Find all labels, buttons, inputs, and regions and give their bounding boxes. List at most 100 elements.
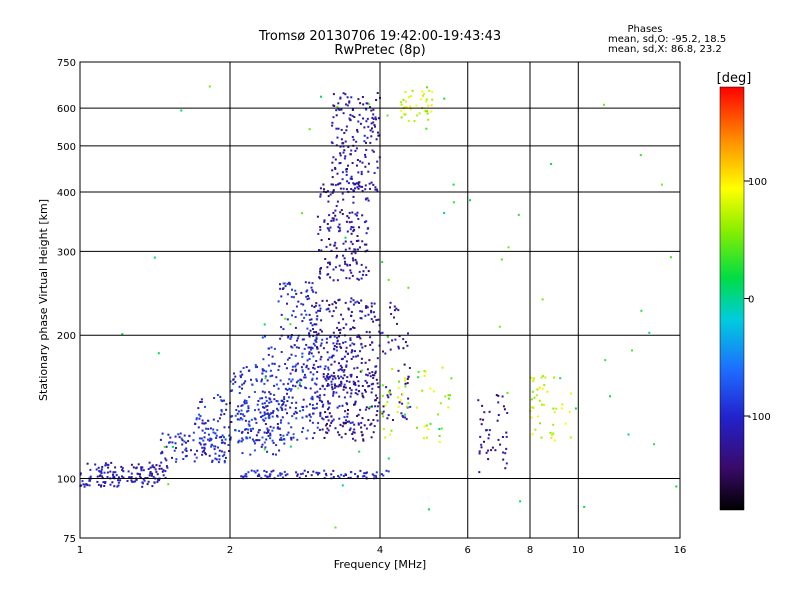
data-point <box>358 450 361 453</box>
data-point <box>282 476 284 479</box>
data-point <box>340 268 343 271</box>
data-point <box>343 369 346 372</box>
data-point <box>265 405 268 408</box>
data-point <box>261 397 264 400</box>
data-point <box>269 437 272 440</box>
data-point <box>639 154 642 157</box>
data-point <box>334 184 337 187</box>
data-point <box>310 318 313 321</box>
data-point <box>282 401 285 403</box>
data-point <box>452 183 455 186</box>
data-point <box>569 436 572 439</box>
data-point <box>132 466 135 469</box>
data-point <box>284 474 287 477</box>
data-point <box>342 92 345 95</box>
data-point <box>223 413 226 416</box>
data-point <box>331 386 334 389</box>
data-point <box>327 384 330 387</box>
data-point <box>371 127 373 130</box>
data-point <box>609 395 611 398</box>
data-point <box>297 379 300 382</box>
data-point <box>312 412 315 415</box>
data-point <box>329 276 332 279</box>
data-point <box>300 313 303 316</box>
data-point <box>280 313 283 316</box>
chart-subtitle: RwPretec (8p) <box>334 43 425 58</box>
data-point <box>583 505 586 508</box>
data-point <box>302 427 305 430</box>
data-point <box>319 272 322 275</box>
data-point <box>286 400 289 403</box>
data-point <box>345 173 348 176</box>
data-point <box>321 338 324 341</box>
data-point <box>392 419 394 421</box>
data-point <box>315 302 318 305</box>
data-point <box>332 331 335 334</box>
data-point <box>354 350 356 353</box>
data-point <box>346 104 349 107</box>
data-point <box>256 365 258 368</box>
data-point <box>342 242 345 245</box>
data-point <box>308 281 311 284</box>
data-point <box>218 449 221 452</box>
data-point <box>151 485 154 488</box>
data-point <box>423 370 426 372</box>
data-point <box>440 427 443 430</box>
data-point <box>340 346 343 349</box>
data-point <box>366 374 369 377</box>
data-point <box>256 439 259 442</box>
data-point <box>266 429 269 432</box>
x-tick-label: 8 <box>527 545 533 556</box>
plot-frame <box>79 61 681 539</box>
data-point <box>402 347 405 350</box>
data-point <box>349 387 351 390</box>
data-point <box>294 326 297 329</box>
data-point <box>130 463 133 466</box>
data-point <box>201 446 204 449</box>
data-point <box>174 435 177 438</box>
data-point <box>238 392 241 394</box>
data-point <box>357 248 359 251</box>
data-point <box>404 113 407 116</box>
data-point <box>450 377 453 380</box>
data-point <box>302 303 305 306</box>
data-point <box>365 330 368 333</box>
data-point <box>295 305 298 308</box>
data-point <box>358 302 360 304</box>
data-point <box>280 438 283 441</box>
data-point <box>415 104 418 107</box>
data-point <box>346 403 349 406</box>
data-point <box>291 288 293 291</box>
data-point <box>354 248 357 251</box>
data-point <box>335 218 338 221</box>
data-point <box>428 89 431 92</box>
data-point <box>280 436 283 439</box>
data-point <box>141 485 144 488</box>
data-point <box>330 415 333 418</box>
data-point <box>505 447 508 450</box>
data-point <box>336 254 338 257</box>
data-point <box>306 289 309 292</box>
data-point <box>363 424 366 427</box>
data-point <box>338 227 341 230</box>
data-point <box>266 409 269 412</box>
data-point <box>396 322 398 325</box>
data-point <box>250 418 253 421</box>
data-point <box>171 441 174 444</box>
data-point <box>164 477 167 479</box>
data-point <box>494 449 497 452</box>
data-point <box>325 245 328 248</box>
data-point <box>351 433 354 435</box>
data-point <box>114 471 117 474</box>
data-point <box>367 125 370 128</box>
data-point <box>372 311 375 314</box>
scatter-points <box>79 85 678 529</box>
data-point <box>345 277 348 280</box>
data-point <box>362 103 365 106</box>
data-point <box>359 122 362 125</box>
data-point <box>506 391 509 394</box>
data-point <box>320 239 323 242</box>
data-point <box>670 256 672 259</box>
data-point <box>303 469 306 472</box>
data-point <box>267 353 270 356</box>
